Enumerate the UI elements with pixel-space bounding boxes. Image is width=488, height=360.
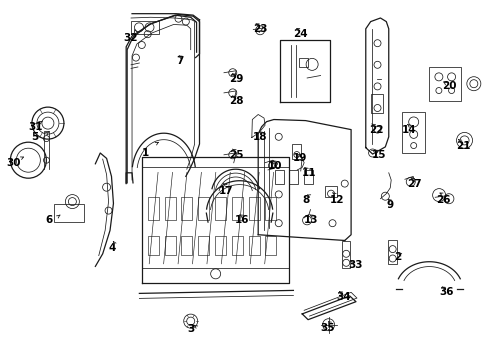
- Text: 2: 2: [393, 252, 400, 262]
- Text: 7: 7: [176, 56, 183, 66]
- Bar: [325, 186, 337, 197]
- Bar: [289, 170, 298, 184]
- Text: 31: 31: [28, 122, 42, 132]
- Bar: [198, 197, 209, 220]
- Bar: [265, 236, 276, 255]
- Text: 33: 33: [347, 260, 362, 270]
- Text: 14: 14: [401, 125, 416, 135]
- Text: 20: 20: [442, 81, 456, 91]
- Bar: [274, 170, 283, 184]
- Text: 27: 27: [406, 179, 421, 189]
- Bar: [164, 236, 175, 255]
- Bar: [248, 236, 259, 255]
- Text: 5: 5: [32, 132, 39, 142]
- Text: 18: 18: [253, 132, 267, 142]
- Bar: [164, 197, 175, 220]
- Text: 32: 32: [123, 33, 138, 43]
- Text: 26: 26: [435, 195, 450, 205]
- Text: 22: 22: [368, 125, 383, 135]
- Bar: [428, 67, 460, 101]
- Bar: [304, 170, 312, 184]
- Bar: [298, 58, 307, 67]
- Bar: [265, 197, 276, 220]
- Text: 25: 25: [228, 150, 243, 160]
- Text: 23: 23: [253, 24, 267, 34]
- Text: 36: 36: [438, 287, 453, 297]
- Text: 19: 19: [292, 153, 306, 163]
- Text: 6: 6: [45, 215, 52, 225]
- Bar: [214, 236, 225, 255]
- Bar: [181, 236, 192, 255]
- Text: 8: 8: [302, 195, 309, 205]
- Text: 15: 15: [371, 150, 386, 160]
- Bar: [248, 197, 259, 220]
- Bar: [147, 236, 159, 255]
- Text: 9: 9: [386, 200, 393, 210]
- Bar: [54, 204, 84, 222]
- Text: 13: 13: [304, 215, 318, 225]
- Text: 29: 29: [228, 74, 243, 84]
- Bar: [292, 144, 301, 159]
- Text: 10: 10: [267, 161, 282, 171]
- Text: 28: 28: [228, 96, 243, 106]
- Text: 35: 35: [320, 323, 334, 333]
- Bar: [198, 236, 209, 255]
- Bar: [147, 197, 159, 220]
- Text: 34: 34: [336, 292, 350, 302]
- Bar: [181, 197, 192, 220]
- Bar: [370, 94, 382, 113]
- Text: 24: 24: [293, 29, 307, 39]
- Text: 11: 11: [302, 168, 316, 178]
- Text: 16: 16: [234, 215, 249, 225]
- Text: 3: 3: [187, 324, 194, 334]
- Text: 17: 17: [219, 186, 233, 196]
- Bar: [401, 112, 425, 153]
- Bar: [231, 236, 242, 255]
- Bar: [131, 21, 159, 34]
- Text: 4: 4: [108, 243, 116, 253]
- Text: 12: 12: [329, 195, 344, 205]
- Bar: [342, 241, 349, 268]
- Text: 1: 1: [142, 148, 149, 158]
- Bar: [214, 197, 225, 220]
- Text: 30: 30: [6, 158, 21, 168]
- Bar: [387, 240, 396, 264]
- Bar: [231, 197, 242, 220]
- Text: 21: 21: [455, 141, 469, 151]
